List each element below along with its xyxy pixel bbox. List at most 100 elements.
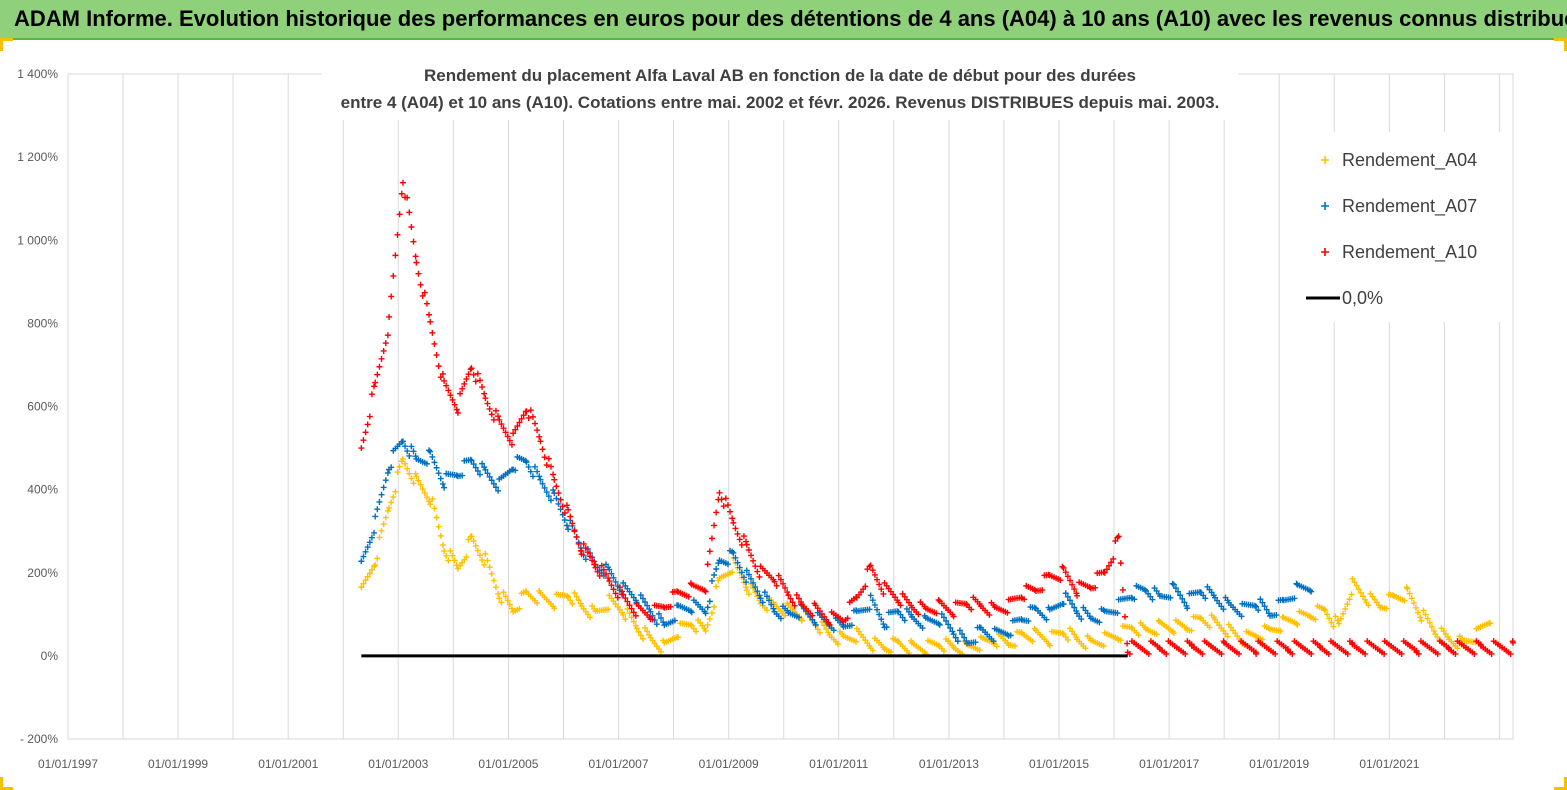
series-rendement_a07 — [358, 438, 1315, 647]
data-point — [736, 564, 743, 571]
data-point — [508, 605, 515, 612]
data-point — [364, 421, 371, 428]
data-point — [392, 488, 399, 495]
data-point — [516, 419, 523, 426]
data-point — [1362, 650, 1369, 657]
data-point — [1114, 534, 1121, 541]
data-point — [468, 365, 475, 372]
data-point — [1389, 592, 1396, 599]
data-point — [534, 600, 541, 607]
data-point — [1172, 585, 1179, 592]
data-point — [639, 635, 646, 642]
data-point — [390, 494, 397, 501]
data-point — [639, 595, 646, 602]
data-point — [1334, 617, 1341, 624]
data-point — [708, 535, 715, 542]
data-point — [402, 443, 409, 450]
data-point — [1404, 585, 1411, 592]
data-point — [1184, 605, 1191, 612]
data-point — [706, 548, 713, 555]
data-point — [616, 584, 623, 591]
data-point — [1128, 624, 1135, 631]
data-point — [644, 628, 651, 635]
data-point — [541, 454, 548, 461]
data-point — [1398, 650, 1405, 657]
data-point — [479, 460, 486, 467]
data-point — [658, 648, 665, 655]
y-tick-label: 600% — [27, 400, 58, 414]
data-point — [441, 377, 448, 384]
data-point — [577, 547, 584, 554]
x-tick-label: 01/01/2019 — [1249, 757, 1309, 771]
data-point — [412, 470, 419, 477]
data-point — [874, 576, 881, 583]
data-point — [1308, 588, 1315, 595]
data-point — [637, 592, 644, 599]
data-point — [1263, 606, 1270, 613]
data-point — [1031, 586, 1038, 593]
data-point — [972, 639, 979, 646]
data-point — [671, 617, 678, 624]
data-point — [502, 429, 509, 436]
data-point — [451, 401, 458, 408]
data-point — [660, 619, 667, 626]
data-point — [394, 231, 401, 238]
data-point — [626, 610, 633, 617]
data-point — [476, 471, 483, 478]
chart-title: Rendement du placement Alfa Laval AB en … — [322, 62, 1238, 120]
data-point — [366, 413, 373, 420]
data-point — [1086, 584, 1093, 591]
data-point — [364, 573, 371, 580]
data-point — [756, 592, 763, 599]
data-point — [472, 378, 479, 385]
data-point — [1277, 628, 1284, 635]
data-point — [1346, 596, 1353, 603]
data-point — [821, 622, 828, 629]
data-point — [708, 577, 715, 584]
y-tick-label: 0% — [41, 649, 59, 663]
data-point — [404, 194, 411, 201]
data-point — [704, 561, 711, 568]
data-point — [594, 568, 601, 575]
data-point — [360, 437, 367, 444]
corner-marker — [1554, 777, 1567, 790]
data-point — [1145, 650, 1152, 657]
data-point — [1181, 599, 1188, 606]
data-point — [410, 480, 417, 487]
data-point — [490, 416, 497, 423]
data-point — [582, 556, 589, 563]
x-tick-label: 01/01/2001 — [258, 757, 318, 771]
data-point — [761, 589, 768, 596]
data-point — [720, 503, 727, 510]
data-point — [1031, 604, 1038, 611]
data-point — [1255, 607, 1262, 614]
data-point — [1100, 606, 1107, 613]
series-rendement_a10 — [358, 179, 1516, 657]
data-point — [1353, 582, 1360, 589]
data-point — [743, 584, 750, 591]
data-point — [426, 498, 433, 505]
data-point — [504, 597, 511, 604]
data-point — [398, 190, 405, 197]
data-point — [531, 420, 538, 427]
data-point — [423, 300, 430, 307]
data-point — [378, 491, 385, 498]
data-point — [711, 571, 718, 578]
data-point — [1401, 597, 1408, 604]
data-point — [1128, 594, 1135, 601]
x-tick-label: 01/01/2013 — [919, 757, 979, 771]
data-point — [394, 469, 401, 476]
data-point — [745, 591, 752, 598]
data-point — [823, 625, 830, 632]
data-point — [745, 571, 752, 578]
data-point — [527, 407, 534, 414]
data-point — [402, 460, 409, 467]
data-point — [557, 496, 564, 503]
data-point — [426, 447, 433, 454]
data-point — [551, 476, 558, 483]
data-point — [371, 383, 378, 390]
data-point — [406, 470, 413, 477]
data-point — [887, 649, 894, 656]
data-point — [1119, 586, 1126, 593]
data-point — [437, 475, 444, 482]
